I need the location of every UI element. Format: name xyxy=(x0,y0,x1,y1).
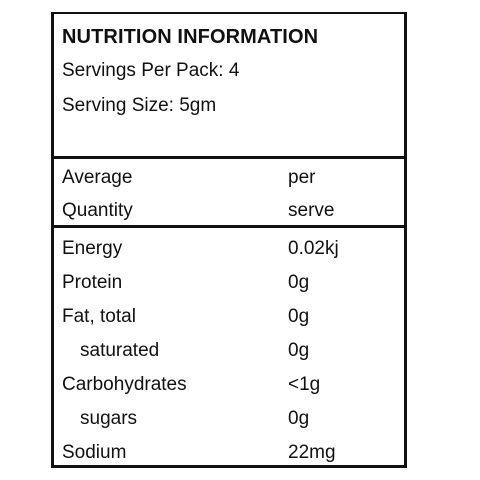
col-header-average: Average xyxy=(62,167,133,188)
top-border xyxy=(54,12,404,14)
nutrient-value-energy: 0.02kj xyxy=(288,238,339,259)
nutrient-label-sugars: sugars xyxy=(80,408,138,429)
col-header-per: per xyxy=(288,167,316,188)
panel-title: NUTRITION INFORMATION xyxy=(62,26,319,48)
column-headers: Average Quantity per serve xyxy=(54,159,404,228)
nutrient-label-carbohydrates: Carbohydrates xyxy=(62,374,187,395)
nutrition-panel: NUTRITION INFORMATION Servings Per Pack:… xyxy=(51,12,407,468)
nutrient-label-protein: Protein xyxy=(62,272,123,293)
panel-header: NUTRITION INFORMATION Servings Per Pack:… xyxy=(54,12,404,159)
col-header-serve: serve xyxy=(288,200,335,221)
nutrient-label-energy: Energy xyxy=(62,238,123,259)
nutrient-value-protein: 0g xyxy=(288,272,310,293)
nutrient-value-carbohydrates: <1g xyxy=(288,374,321,395)
nutrient-value-sodium: 22mg xyxy=(288,442,336,463)
serving-size: Serving Size: 5gm xyxy=(62,95,217,116)
nutrient-value-sugars: 0g xyxy=(288,408,310,429)
col-header-quantity: Quantity xyxy=(62,200,133,221)
nutrient-label-fat-total: Fat, total xyxy=(62,306,136,327)
servings-per-pack: Servings Per Pack: 4 xyxy=(62,60,240,81)
nutrient-value-fat-total: 0g xyxy=(288,306,310,327)
nutrient-label-saturated: saturated xyxy=(80,340,160,361)
nutrient-rows: Energy 0.02kj Protein 0g Fat, total 0g s… xyxy=(54,228,404,465)
nutrient-value-saturated: 0g xyxy=(288,340,310,361)
nutrient-label-sodium: Sodium xyxy=(62,442,127,463)
